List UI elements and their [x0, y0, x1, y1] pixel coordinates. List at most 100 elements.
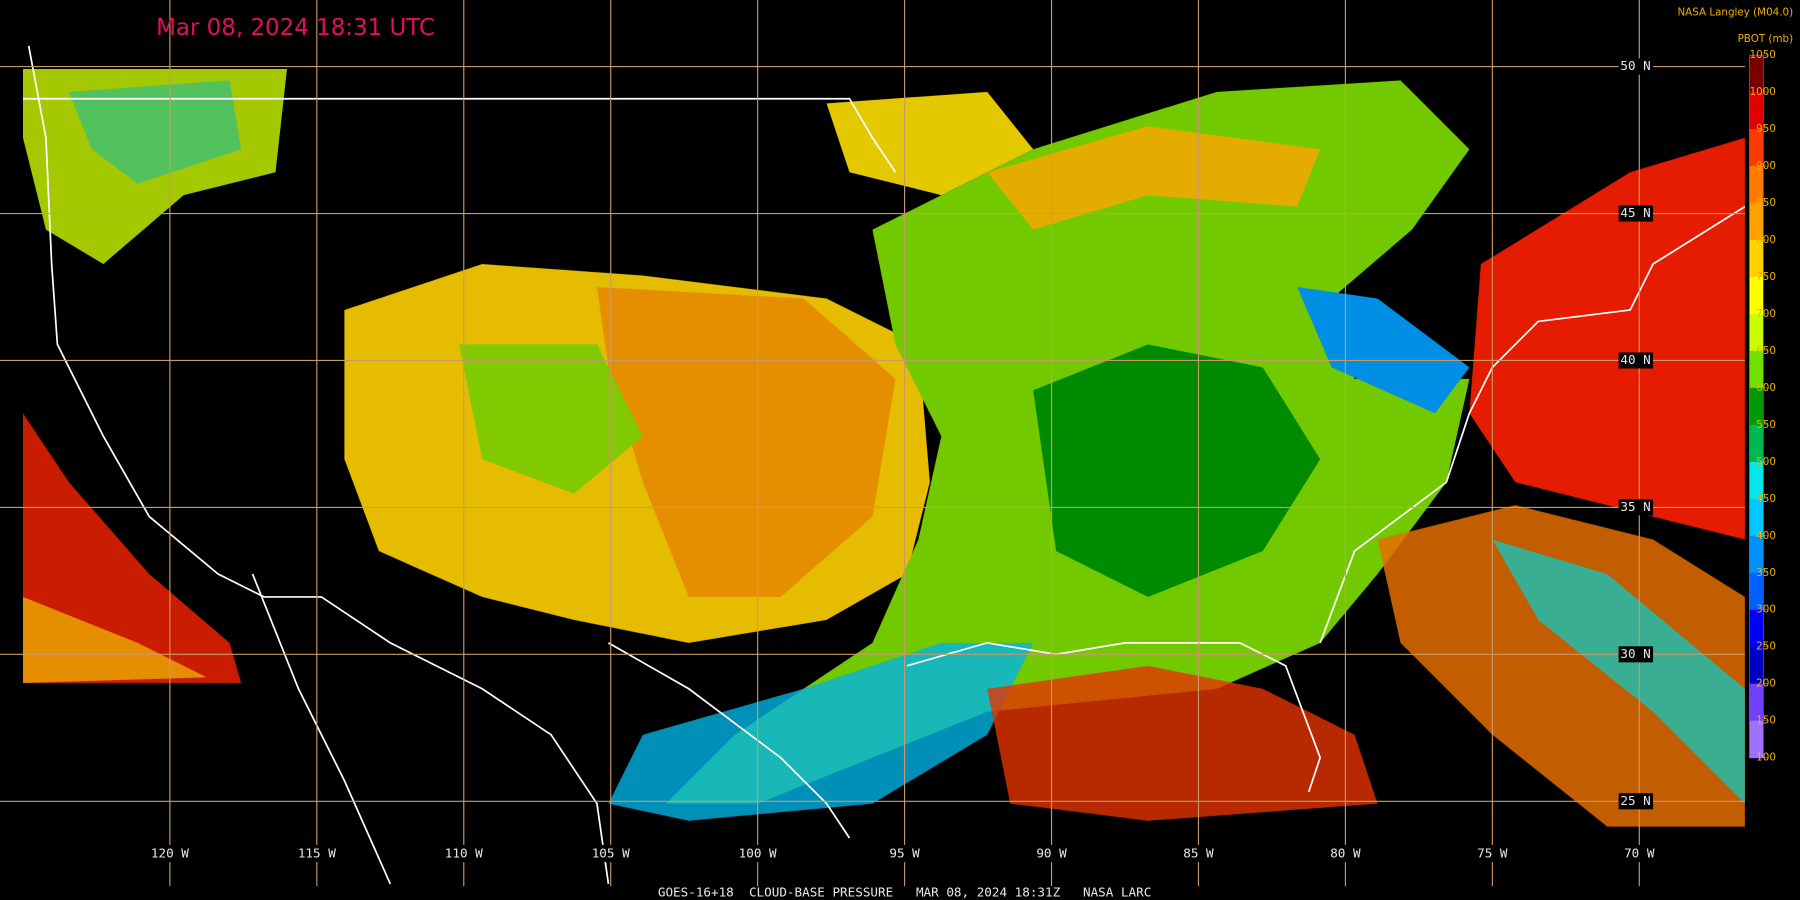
latitude-label: 40 N: [1620, 352, 1650, 367]
northern-border: [22, 97, 897, 173]
graticule-labels: 120 W 115 W 110 W 105 W 100 W 95 W 90 W 85 W 80 …: [144, 58, 1665, 863]
colorbar-segment: [1749, 92, 1764, 130]
east-coast: [1319, 205, 1746, 644]
label-bg: [144, 844, 196, 863]
label-bg: [438, 844, 490, 863]
colorbar-segment: [1749, 55, 1764, 93]
label-bg: [1618, 58, 1654, 75]
colorbar-tick-label: 350: [1756, 567, 1776, 579]
longitude-label: 115 W: [298, 846, 336, 861]
longitude-label: 110 W: [445, 846, 483, 861]
longitude-label: 85 W: [1183, 846, 1214, 861]
colorbar-segment: [1749, 609, 1764, 648]
colorbar-segment: [1749, 166, 1764, 204]
label-bg: [1026, 844, 1077, 863]
label-bg: [1618, 205, 1654, 222]
longitude-label: 70 W: [1624, 846, 1655, 861]
colorbar-tick-label: 300: [1756, 604, 1776, 616]
colorbar-tick-label: 150: [1756, 715, 1776, 727]
cloud-region: [1377, 505, 1745, 827]
colorbar-tick-label: 600: [1756, 382, 1776, 394]
colorbar-segment: [1749, 203, 1764, 241]
cloud-region: [459, 344, 643, 494]
colorbar-tick-label: 100: [1756, 752, 1776, 764]
label-bg: [585, 844, 636, 863]
longitude-label: 120 W: [151, 846, 189, 861]
label-bg: [732, 844, 783, 863]
west-coast: [27, 45, 610, 885]
latitude-label: 30 N: [1620, 646, 1650, 661]
colorbar-segment: [1749, 129, 1764, 167]
cloud-region: [596, 286, 896, 597]
coastlines: [22, 45, 1746, 885]
latitude-label: 35 N: [1620, 499, 1650, 514]
colorbar-tick-label: 800: [1756, 234, 1776, 246]
label-bg: [879, 844, 930, 863]
cloud-region: [1469, 137, 1745, 540]
cloud-region: [1492, 539, 1745, 804]
cloud-region: [1033, 344, 1321, 597]
colorbar-segment: [1749, 572, 1764, 611]
colorbar-tick-label: 200: [1756, 678, 1776, 690]
cloud-region: [22, 68, 287, 265]
cloud-region: [68, 80, 242, 184]
mexico-gulf-coast: [607, 642, 851, 839]
colorbar-label: PBOT (mb): [1738, 33, 1794, 45]
cloud-region: [826, 91, 1034, 196]
label-bg: [1320, 844, 1371, 863]
colorbar-tick-label: 850: [1756, 197, 1776, 209]
colorbar-segment: [1749, 313, 1764, 352]
colorbar-segment: [1749, 535, 1764, 574]
colorbar-tick-label: 750: [1756, 271, 1776, 283]
colorbar-tick-label: 450: [1756, 493, 1776, 505]
latitude-label: 50 N: [1620, 58, 1650, 73]
longitude-label: 80 W: [1330, 846, 1361, 861]
colorbar-tick-label: 400: [1756, 530, 1776, 542]
colorbar-segment: [1749, 387, 1764, 426]
longitude-label: 105 W: [592, 846, 630, 861]
colorbar-segment: [1749, 646, 1764, 685]
credit: NASA Langley (M04.0): [1677, 7, 1793, 19]
colorbar-tick-label: 1050: [1750, 49, 1776, 61]
colorbar-segment: [1749, 424, 1764, 463]
label-bg: [1618, 646, 1654, 663]
colorbar-segment: [1749, 461, 1764, 500]
longitude-label: 100 W: [739, 846, 777, 861]
longitude-label: 75 W: [1477, 846, 1508, 861]
latitude-label: 45 N: [1620, 205, 1650, 220]
cloud-region: [608, 642, 1034, 821]
cloud-region: [987, 665, 1378, 821]
colorbar-tick-label: 550: [1756, 419, 1776, 431]
cloud-region: [22, 413, 242, 684]
label-bg: [1618, 352, 1654, 369]
colorbar-tick-label: 650: [1756, 345, 1776, 357]
caption: GOES-16+18 CLOUD-BASE PRESSURE MAR 08, 2…: [658, 885, 1151, 900]
colorbar-tick-label: 900: [1756, 160, 1776, 172]
colorbar-tick-label: 700: [1756, 308, 1776, 320]
label-bg: [1467, 844, 1518, 863]
cloud-region: [22, 596, 207, 684]
colorbar-segment: [1749, 276, 1764, 315]
colorbar-tick-label: 500: [1756, 456, 1776, 468]
cloud-region: [987, 126, 1321, 230]
gulf-coast: [906, 641, 1322, 793]
label-bg: [1173, 844, 1224, 863]
timestamp: Mar 08, 2024 18:31 UTC: [156, 15, 435, 41]
colorbar-segment: [1749, 350, 1764, 389]
cloud-imagery: [22, 68, 1745, 827]
colorbar-segment: [1749, 498, 1764, 537]
colorbar-segment: [1749, 683, 1764, 722]
baja-coast: [251, 573, 392, 885]
label-bg: [291, 844, 343, 863]
graticule: [0, 0, 1745, 887]
label-bg: [1618, 793, 1654, 810]
longitude-label: 95 W: [889, 846, 920, 861]
label-bg: [1618, 499, 1654, 516]
colorbar: 1050 1000 950 900 850 800 750 700 650 600 550 500 45…: [1749, 49, 1776, 764]
cloud-region: [1297, 286, 1470, 414]
latitude-label: 25 N: [1620, 793, 1650, 808]
colorbar-segment: [1749, 239, 1764, 278]
label-bg: [1614, 844, 1665, 863]
